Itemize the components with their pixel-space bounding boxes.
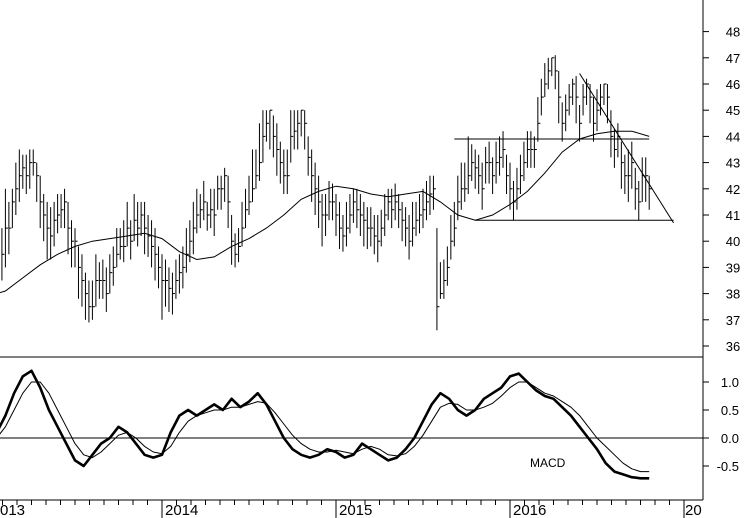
macd-signal-line xyxy=(0,381,650,473)
price-y-tick-label: 38 xyxy=(726,287,740,302)
price-y-tick-label: 47 xyxy=(726,51,740,66)
price-y-tick-label: 46 xyxy=(726,77,740,92)
price-y-tick-label: 44 xyxy=(726,129,740,144)
price-y-tick-label: 42 xyxy=(726,182,740,197)
macd-label: MACD xyxy=(530,456,566,470)
price-y-tick-label: 48 xyxy=(726,25,740,40)
x-tick-label: 2014 xyxy=(165,502,198,518)
price-y-tick-label: 40 xyxy=(726,234,740,249)
price-y-tick-label: 39 xyxy=(726,260,740,275)
x-tick-label: 2016 xyxy=(513,502,546,518)
price-y-tick-label: 45 xyxy=(726,103,740,118)
price-panel xyxy=(0,55,674,331)
price-y-tick-label: 41 xyxy=(726,208,740,223)
price-y-tick-label: 36 xyxy=(726,339,740,354)
price-y-tick-label: 43 xyxy=(726,156,740,171)
moving-average-line xyxy=(0,130,650,294)
macd-y-tick-label: -0.5 xyxy=(717,459,739,474)
macd-line xyxy=(0,369,650,480)
macd-y-tick-label: 1.0 xyxy=(721,375,739,390)
macd-y-tick-label: 0.5 xyxy=(721,403,739,418)
downtrend-line xyxy=(579,73,674,224)
x-tick-label: 2015 xyxy=(339,502,372,518)
x-tick-label: 013 xyxy=(0,502,25,518)
macd-panel: MACD xyxy=(0,369,703,480)
price-y-tick-label: 37 xyxy=(726,313,740,328)
macd-y-tick-label: 0.0 xyxy=(721,431,739,446)
x-tick-label: 20 xyxy=(685,502,702,518)
